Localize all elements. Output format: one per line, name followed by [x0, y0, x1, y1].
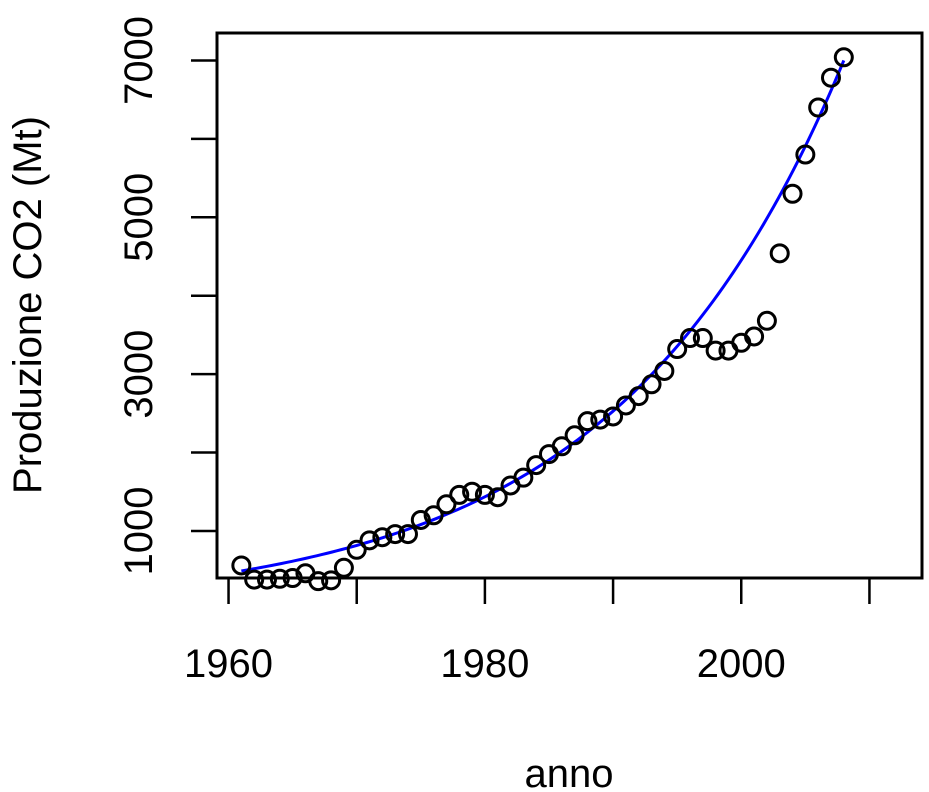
data-point — [526, 455, 547, 476]
data-point — [628, 386, 649, 407]
data-point — [679, 328, 700, 349]
data-point — [577, 411, 598, 432]
x-axis-label: anno — [525, 752, 614, 792]
data-point — [820, 67, 841, 88]
data-point — [590, 409, 611, 430]
data-points-layer — [231, 47, 854, 592]
fit-curve-layer — [241, 59, 846, 573]
data-point — [385, 524, 406, 545]
x-tick-label: 2000 — [697, 642, 786, 686]
data-point — [769, 243, 790, 264]
data-point — [462, 481, 483, 502]
data-point — [423, 505, 444, 526]
data-point — [808, 97, 829, 118]
x-tick-label: 1960 — [184, 642, 273, 686]
data-point — [795, 144, 816, 165]
data-point — [321, 570, 342, 591]
data-point — [551, 436, 572, 457]
data-point — [397, 524, 418, 545]
data-point — [269, 568, 290, 589]
y-tick-label: 7000 — [117, 16, 161, 105]
data-point — [372, 527, 393, 548]
data-point — [615, 395, 636, 416]
fit-curve — [241, 59, 846, 573]
data-point — [436, 494, 457, 515]
data-point — [756, 310, 777, 331]
y-axis: 1000 3000 5000 7000 — [117, 16, 217, 575]
data-point — [231, 555, 252, 576]
data-point — [705, 340, 726, 361]
data-point — [833, 47, 854, 68]
data-point — [487, 487, 508, 508]
data-point — [782, 183, 803, 204]
data-point — [346, 539, 367, 560]
data-point — [744, 326, 765, 347]
data-point — [308, 571, 329, 592]
y-tick-label: 5000 — [117, 173, 161, 262]
data-point — [513, 467, 534, 488]
plot-frame — [215, 31, 924, 580]
data-point — [564, 425, 585, 446]
y-tick-label: 3000 — [117, 330, 161, 419]
data-point — [359, 530, 380, 551]
data-point — [692, 328, 713, 349]
data-point — [333, 557, 354, 578]
y-axis-label: Produzione CO2 (Mt) — [6, 116, 50, 494]
data-point — [256, 569, 277, 590]
data-point — [603, 406, 624, 427]
data-point — [641, 374, 662, 395]
data-point — [667, 339, 688, 360]
data-point — [654, 360, 675, 381]
data-point — [410, 509, 431, 530]
x-axis: 1960 1980 2000 — [184, 578, 871, 686]
data-point — [474, 484, 495, 505]
x-tick-label: 1980 — [440, 642, 529, 686]
y-tick-label: 1000 — [117, 486, 161, 575]
data-point — [449, 484, 470, 505]
data-point — [244, 569, 265, 590]
data-point — [282, 568, 303, 588]
